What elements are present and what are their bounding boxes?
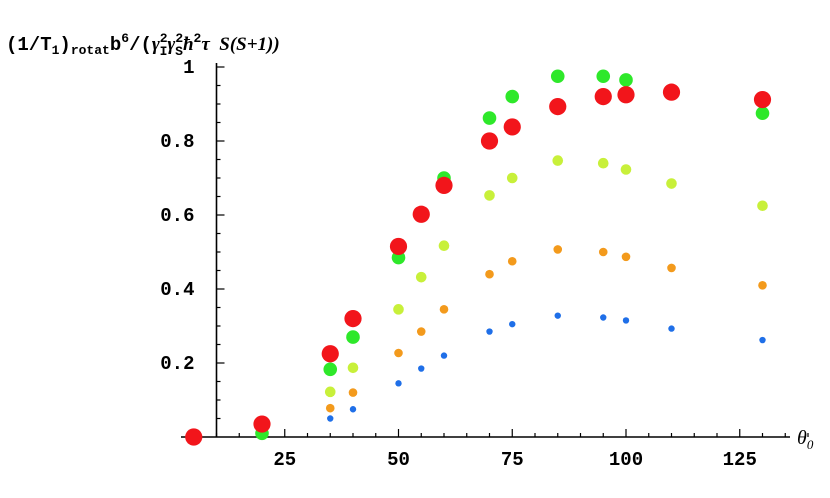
data-point-series-3 <box>620 164 632 175</box>
y-tick-label: 0.2 <box>160 353 194 375</box>
data-point-series-3 <box>415 271 427 283</box>
data-point-series-2 <box>439 305 449 314</box>
data-point-series-3 <box>347 362 359 374</box>
data-point-series-5 <box>503 118 521 136</box>
data-point-series-3 <box>597 157 609 169</box>
data-point-series-1 <box>668 325 675 332</box>
data-point-series-5 <box>389 237 408 256</box>
data-point-series-5 <box>617 86 635 104</box>
data-point-series-4 <box>596 69 611 84</box>
y-tick-label: 0.8 <box>160 131 194 153</box>
data-point-series-4 <box>323 362 338 377</box>
data-point-series-5 <box>549 97 567 116</box>
data-point-series-2 <box>598 247 608 257</box>
data-point-series-5 <box>594 88 612 106</box>
data-point-series-1 <box>349 406 357 413</box>
data-point-series-3 <box>438 240 450 252</box>
data-point-series-1 <box>486 328 493 335</box>
data-point-series-4 <box>505 89 520 104</box>
data-point-series-3 <box>484 190 495 201</box>
data-point-series-3 <box>757 200 768 212</box>
x-tick-label: 25 <box>273 449 296 471</box>
data-points <box>185 69 772 446</box>
axes: 2550751001251500.20.40.60.81 <box>160 57 809 471</box>
data-point-series-3 <box>552 155 564 166</box>
data-point-series-2 <box>507 256 517 266</box>
data-point-series-2 <box>667 263 676 273</box>
data-point-series-2 <box>485 269 494 279</box>
data-point-series-2 <box>621 252 631 262</box>
data-point-series-1 <box>759 336 766 344</box>
data-point-series-3 <box>393 304 404 315</box>
y-tick-label: 1 <box>183 57 194 79</box>
data-point-series-5 <box>185 428 203 446</box>
data-point-series-4 <box>482 111 497 125</box>
x-tick-label: 100 <box>609 449 643 471</box>
data-point-series-2 <box>325 403 335 413</box>
data-point-series-2 <box>416 327 426 336</box>
data-point-series-1 <box>418 365 425 372</box>
data-point-series-1 <box>509 320 516 328</box>
data-point-series-2 <box>758 281 767 290</box>
y-tick-label: 0.6 <box>160 205 194 227</box>
data-point-series-5 <box>321 345 339 363</box>
data-point-series-5 <box>253 415 271 433</box>
data-point-series-5 <box>412 205 430 223</box>
x-tick-label: 50 <box>387 449 410 471</box>
data-point-series-2 <box>348 388 358 397</box>
data-point-series-1 <box>554 312 561 319</box>
data-point-series-2 <box>394 348 403 358</box>
data-point-series-4 <box>346 330 360 344</box>
data-point-series-1 <box>440 352 448 359</box>
data-point-series-5 <box>344 310 362 328</box>
data-point-series-1 <box>622 317 630 324</box>
data-point-series-1 <box>395 380 402 387</box>
data-point-series-1 <box>327 415 334 422</box>
data-point-series-3 <box>324 386 336 398</box>
data-point-series-5 <box>753 90 772 109</box>
data-point-series-5 <box>435 176 453 194</box>
data-point-series-4 <box>755 106 770 121</box>
data-point-series-4 <box>619 73 633 87</box>
y-axis-label: (1/T1)rotatb6/(γ2 Iγ2 Sħ2τ S(S+1)) <box>6 31 280 59</box>
data-point-series-5 <box>662 83 681 101</box>
data-point-series-1 <box>600 314 607 321</box>
x-axis-label: θ0 <box>797 427 814 452</box>
data-point-series-3 <box>666 178 677 189</box>
x-tick-label: 75 <box>501 449 524 471</box>
data-point-series-4 <box>550 69 565 84</box>
data-point-series-3 <box>506 172 518 184</box>
data-point-series-2 <box>553 245 563 254</box>
data-point-series-5 <box>480 132 499 150</box>
x-tick-label: 125 <box>723 449 757 471</box>
y-tick-label: 0.4 <box>160 279 194 301</box>
